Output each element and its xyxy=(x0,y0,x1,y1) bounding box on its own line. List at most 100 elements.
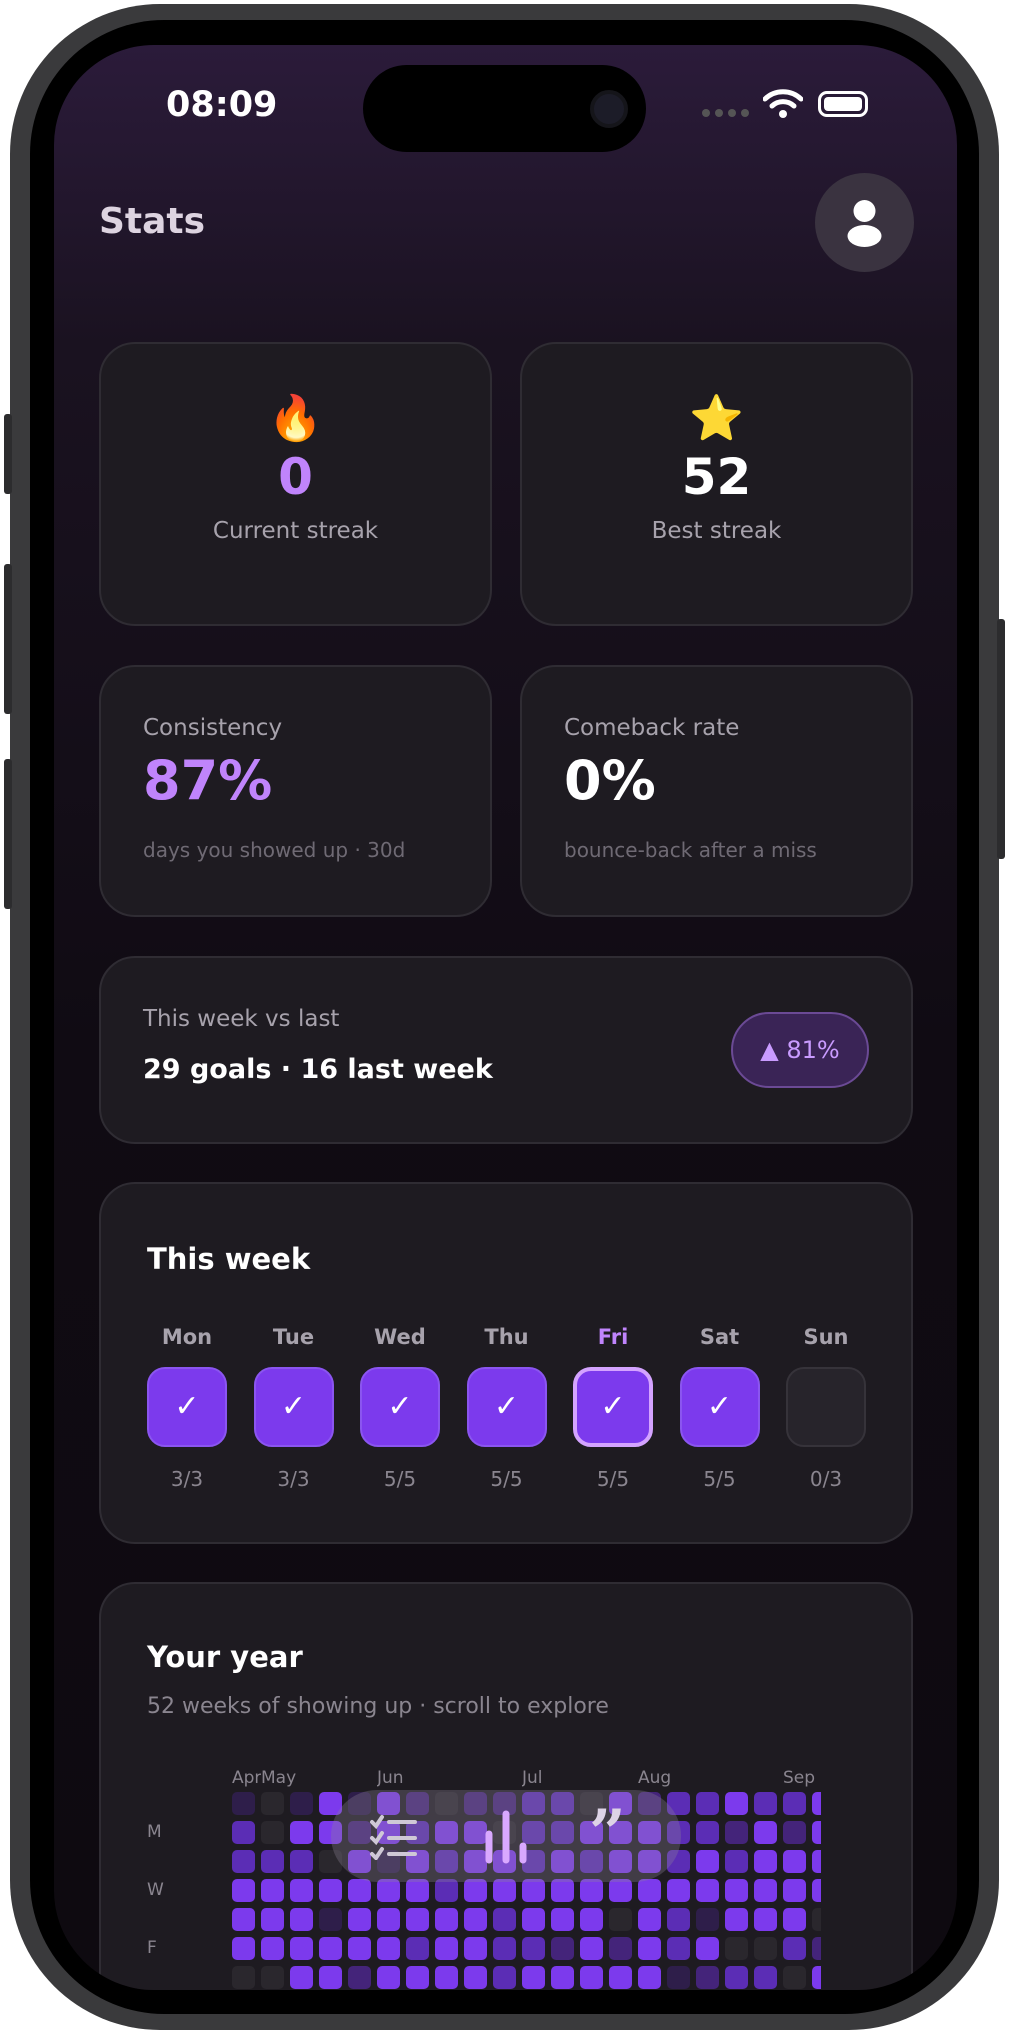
heatmap-cell[interactable] xyxy=(609,1879,632,1902)
heatmap-cell[interactable] xyxy=(464,1821,487,1844)
heatmap-cell[interactable] xyxy=(609,1850,632,1873)
heatmap-cell[interactable] xyxy=(638,1879,661,1902)
heatmap-cell[interactable] xyxy=(580,1821,603,1844)
heatmap-cell[interactable] xyxy=(783,1850,806,1873)
heatmap-cell[interactable] xyxy=(290,1850,313,1873)
heatmap-cell[interactable] xyxy=(435,1792,458,1815)
heatmap-cell[interactable] xyxy=(493,1937,516,1960)
heatmap-cell[interactable] xyxy=(609,1908,632,1931)
heatmap-cell[interactable] xyxy=(406,1966,429,1989)
heatmap-cell[interactable] xyxy=(232,1879,255,1902)
heatmap-cell[interactable] xyxy=(812,1879,821,1902)
heatmap-cell[interactable] xyxy=(464,1966,487,1989)
heatmap-cell[interactable] xyxy=(522,1821,545,1844)
heatmap-cell[interactable] xyxy=(464,1908,487,1931)
heatmap-cell[interactable] xyxy=(406,1908,429,1931)
heatmap-cell[interactable] xyxy=(522,1850,545,1873)
heatmap-cell[interactable] xyxy=(261,1792,284,1815)
profile-button[interactable] xyxy=(815,173,914,272)
heatmap-cell[interactable] xyxy=(638,1966,661,1989)
day-tue[interactable]: Tue ✓ 3/3 xyxy=(253,1325,334,1491)
heatmap-cell[interactable] xyxy=(812,1821,821,1844)
day-empty-box[interactable] xyxy=(786,1367,866,1447)
heatmap-cell[interactable] xyxy=(638,1850,661,1873)
heatmap-cell[interactable] xyxy=(696,1792,719,1815)
day-sat[interactable]: Sat ✓ 5/5 xyxy=(679,1325,760,1491)
heatmap-cell[interactable] xyxy=(232,1792,255,1815)
heatmap-cell[interactable] xyxy=(696,1908,719,1931)
heatmap-cell[interactable] xyxy=(348,1821,371,1844)
heatmap-cell[interactable] xyxy=(464,1937,487,1960)
heatmap-cell[interactable] xyxy=(580,1966,603,1989)
heatmap-cell[interactable] xyxy=(725,1937,748,1960)
heatmap-cell[interactable] xyxy=(522,1879,545,1902)
heatmap-cell[interactable] xyxy=(348,1937,371,1960)
heatmap-cell[interactable] xyxy=(464,1792,487,1815)
heatmap-cell[interactable] xyxy=(261,1850,284,1873)
heatmap-cell[interactable] xyxy=(551,1792,574,1815)
heatmap-cell[interactable] xyxy=(696,1966,719,1989)
heatmap-cell[interactable] xyxy=(435,1966,458,1989)
heatmap-cell[interactable] xyxy=(638,1937,661,1960)
heatmap-cell[interactable] xyxy=(580,1908,603,1931)
day-wed[interactable]: Wed ✓ 5/5 xyxy=(360,1325,440,1491)
heatmap-cell[interactable] xyxy=(812,1937,821,1960)
heatmap-cell[interactable] xyxy=(551,1937,574,1960)
heatmap-cell[interactable] xyxy=(319,1821,342,1844)
heatmap-cell[interactable] xyxy=(261,1879,284,1902)
heatmap-cell[interactable] xyxy=(551,1908,574,1931)
heatmap-cell[interactable] xyxy=(435,1879,458,1902)
heatmap-cell[interactable] xyxy=(638,1792,661,1815)
heatmap-cell[interactable] xyxy=(725,1821,748,1844)
heatmap-cell[interactable] xyxy=(232,1850,255,1873)
heatmap-cell[interactable] xyxy=(261,1966,284,1989)
heatmap-cell[interactable] xyxy=(348,1966,371,1989)
heatmap-cell[interactable] xyxy=(667,1908,690,1931)
heatmap-cell[interactable] xyxy=(551,1821,574,1844)
heatmap-cell[interactable] xyxy=(725,1850,748,1873)
heatmap-cell[interactable] xyxy=(696,1937,719,1960)
heatmap-cell[interactable] xyxy=(609,1966,632,1989)
day-done-box[interactable]: ✓ xyxy=(573,1367,653,1447)
heatmap-cell[interactable] xyxy=(783,1792,806,1815)
heatmap-cell[interactable] xyxy=(261,1937,284,1960)
heatmap-cell[interactable] xyxy=(406,1937,429,1960)
heatmap-cell[interactable] xyxy=(406,1879,429,1902)
heatmap-cell[interactable] xyxy=(232,1966,255,1989)
heatmap-cell[interactable] xyxy=(580,1937,603,1960)
heatmap-cell[interactable] xyxy=(319,1879,342,1902)
heatmap-cell[interactable] xyxy=(754,1908,777,1931)
heatmap-cell[interactable] xyxy=(522,1966,545,1989)
day-done-box[interactable]: ✓ xyxy=(679,1367,760,1447)
heatmap-cell[interactable] xyxy=(406,1792,429,1815)
heatmap-cell[interactable] xyxy=(551,1879,574,1902)
day-thu[interactable]: Thu ✓ 5/5 xyxy=(466,1325,547,1491)
heatmap-cell[interactable] xyxy=(290,1879,313,1902)
heatmap-cell[interactable] xyxy=(493,1908,516,1931)
heatmap-cell[interactable] xyxy=(696,1821,719,1844)
heatmap-cell[interactable] xyxy=(522,1937,545,1960)
heatmap-cell[interactable] xyxy=(609,1937,632,1960)
heatmap-cell[interactable] xyxy=(435,1908,458,1931)
heatmap-cell[interactable] xyxy=(319,1850,342,1873)
heatmap-cell[interactable] xyxy=(319,1937,342,1960)
heatmap-cell[interactable] xyxy=(667,1879,690,1902)
heatmap-cell[interactable] xyxy=(725,1792,748,1815)
heatmap-cell[interactable] xyxy=(232,1937,255,1960)
heatmap-cell[interactable] xyxy=(754,1966,777,1989)
heatmap-cell[interactable] xyxy=(580,1879,603,1902)
heatmap-cell[interactable] xyxy=(783,1908,806,1931)
day-mon[interactable]: Mon ✓ 3/3 xyxy=(147,1325,227,1491)
heatmap-cell[interactable] xyxy=(551,1966,574,1989)
heatmap-cell[interactable] xyxy=(638,1821,661,1844)
heatmap-cell[interactable] xyxy=(754,1937,777,1960)
day-sun[interactable]: Sun 0/3 xyxy=(786,1325,866,1491)
heatmap-cell[interactable] xyxy=(580,1792,603,1815)
heatmap-cell[interactable] xyxy=(725,1966,748,1989)
heatmap-cell[interactable] xyxy=(812,1850,821,1873)
heatmap-cell[interactable] xyxy=(493,1879,516,1902)
heatmap-cell[interactable] xyxy=(290,1908,313,1931)
heatmap-cell[interactable] xyxy=(261,1908,284,1931)
heatmap-cell[interactable] xyxy=(377,1937,400,1960)
heatmap-cell[interactable] xyxy=(580,1850,603,1873)
